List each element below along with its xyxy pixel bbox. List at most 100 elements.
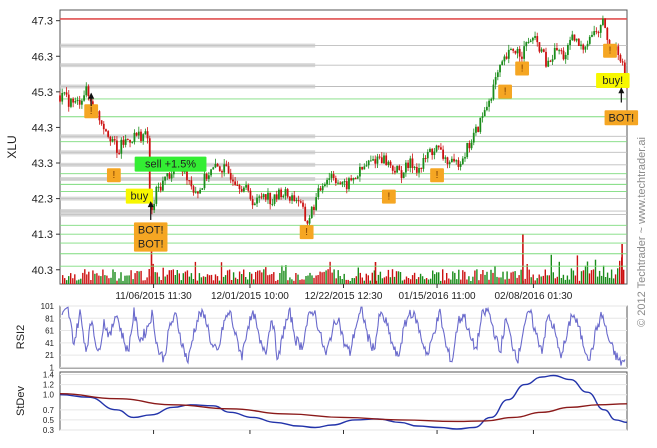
level-band xyxy=(60,84,316,89)
stdev-y-tick-label: 1.4 xyxy=(43,371,55,380)
candle-body xyxy=(534,36,536,38)
candle-body xyxy=(229,172,232,180)
volume-bar xyxy=(562,274,565,284)
volume-bar xyxy=(100,276,102,284)
candle-body xyxy=(551,59,554,62)
candle-body xyxy=(245,185,247,188)
volume-bar xyxy=(160,280,162,284)
candle-body xyxy=(453,158,455,162)
candle-body xyxy=(411,158,414,168)
volume-bar xyxy=(407,278,410,284)
volume-bar xyxy=(540,276,542,284)
volume-bar xyxy=(154,272,156,284)
volume-bar xyxy=(281,265,283,284)
level-band xyxy=(60,196,316,201)
candle-body xyxy=(404,162,407,173)
stdev-y-tick-label: 0.3 xyxy=(43,426,55,435)
volume-bar xyxy=(367,275,369,284)
candle-body xyxy=(402,172,405,178)
volume-bar xyxy=(536,278,538,284)
candle-body xyxy=(271,203,274,205)
volume-bar xyxy=(253,279,255,284)
candle-body xyxy=(304,206,307,221)
candle-body xyxy=(262,194,265,198)
volume-bar xyxy=(204,276,207,284)
candle-body xyxy=(264,194,267,200)
candle-body xyxy=(606,27,609,40)
candle-body xyxy=(365,165,368,167)
candle-body xyxy=(415,166,418,173)
candle-body xyxy=(597,32,600,34)
candle-body xyxy=(332,174,335,179)
volume-bar xyxy=(269,274,271,284)
alert-marker-box xyxy=(603,43,617,58)
candle-body xyxy=(234,181,237,185)
candle-body xyxy=(288,196,291,201)
candle-body xyxy=(161,180,164,191)
volume-bar xyxy=(423,279,426,284)
alert-marker: ! xyxy=(90,106,93,117)
candle-body xyxy=(450,158,453,163)
volume-bar xyxy=(327,269,329,284)
candle-body xyxy=(617,46,620,55)
candle-body xyxy=(435,145,438,152)
candle-body xyxy=(409,158,412,168)
volume-spike xyxy=(522,234,524,284)
volume-bar xyxy=(450,279,452,284)
volume-bar xyxy=(600,275,603,284)
volume-bar xyxy=(86,274,88,284)
alert-marker-box xyxy=(299,225,314,240)
level-band xyxy=(60,209,316,214)
volume-bar xyxy=(558,261,560,284)
volume-bar xyxy=(518,275,520,284)
candle-body xyxy=(330,174,333,179)
x-tick-label: 12/22/2015 12:30 xyxy=(305,291,383,302)
candle-body xyxy=(492,84,495,100)
candle-body xyxy=(372,159,374,161)
volume-bar xyxy=(438,272,440,284)
candle-body xyxy=(87,86,90,97)
volume-bar xyxy=(534,280,536,284)
candle-body xyxy=(429,148,431,153)
candle-body xyxy=(260,196,263,198)
y-tick-label: 47.3 xyxy=(32,16,53,28)
volume-bar xyxy=(321,272,323,284)
volume-bar xyxy=(383,277,386,284)
volume-bar xyxy=(339,276,341,284)
volume-bar xyxy=(228,269,231,284)
candle-body xyxy=(521,56,523,59)
candle-body xyxy=(440,147,442,150)
volume-bar xyxy=(297,274,299,284)
candle-body xyxy=(389,161,392,166)
candle-body xyxy=(337,182,339,184)
y-tick-label: 42.3 xyxy=(32,194,53,206)
volume-bar xyxy=(452,271,454,284)
y-tick-label: 46.3 xyxy=(32,51,53,63)
volume-bar xyxy=(140,270,142,284)
candle-body xyxy=(483,110,486,117)
volume-bar xyxy=(395,271,398,284)
volume-bar xyxy=(319,271,321,284)
candle-body xyxy=(564,54,567,60)
level-band xyxy=(60,212,316,217)
bot-label-box xyxy=(604,110,639,126)
volume-bar xyxy=(178,273,180,284)
volume-bar xyxy=(315,275,317,284)
volume-bar xyxy=(432,270,434,284)
volume-bar xyxy=(309,272,311,284)
volume-bar xyxy=(417,277,420,284)
volume-bar xyxy=(442,269,444,284)
stdev-y-tick-label: 1.0 xyxy=(43,391,55,400)
candle-body xyxy=(205,173,208,179)
volume-bars xyxy=(62,224,625,284)
volume-bar xyxy=(375,280,378,284)
candle-body xyxy=(240,188,243,192)
candle-body xyxy=(424,158,427,160)
volume-bar xyxy=(76,280,78,284)
candle-body xyxy=(203,173,206,189)
volume-bar xyxy=(560,278,563,284)
candle-body xyxy=(361,166,364,170)
volume-bar xyxy=(208,275,211,284)
candle-body xyxy=(383,155,385,164)
